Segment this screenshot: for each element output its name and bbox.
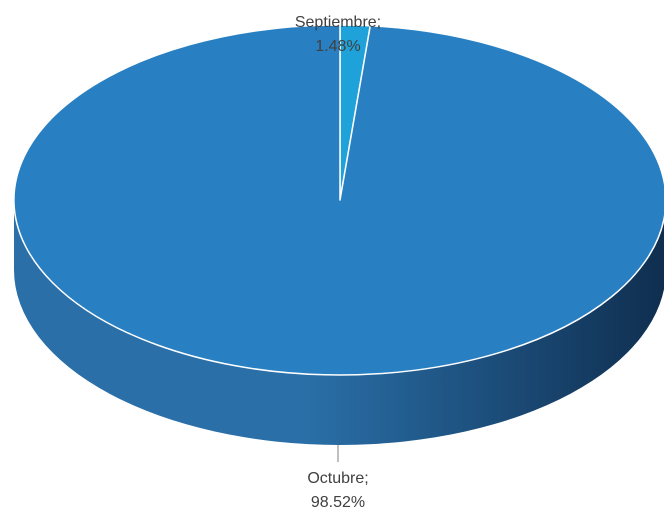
data-label-octubre-name: Octubre; [307,470,368,487]
pie-top-face [13,24,664,376]
data-label-septiembre-name: Septiembre; [295,14,381,31]
data-label-octubre-value: 98.52% [311,494,365,511]
pie-side-wall [14,200,664,445]
data-label-septiembre-value: 1.48% [315,38,360,55]
pie-side-surface [14,200,664,445]
pie-slice-octubre [13,24,664,376]
